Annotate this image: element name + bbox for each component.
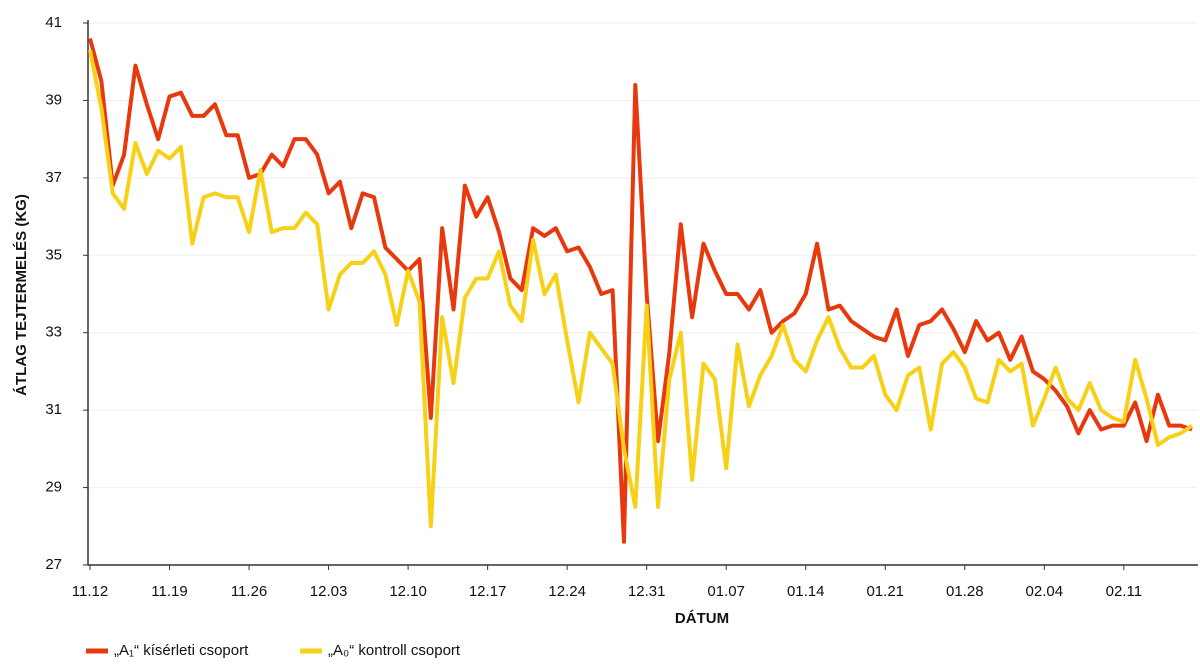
x-tick-label: 11.26 [231,583,267,600]
x-tick-label: 12.17 [469,583,507,600]
y-tick-label: 31 [45,401,62,418]
y-tick-label: 35 [45,246,62,263]
x-tick-label: 12.31 [628,583,666,600]
x-tick-label: 12.10 [389,583,427,600]
series-line [88,49,1194,529]
y-tick-label: 41 [45,14,62,31]
x-tick-label: 12.03 [310,583,348,600]
series-line [88,37,1193,544]
x-tick-label: 01.07 [707,583,745,600]
y-tick-label: 29 [45,479,62,496]
x-tick-label: 11.12 [72,583,108,600]
y-tick-label: 39 [45,91,62,108]
y-tick-label: 27 [45,556,62,573]
x-tick-label: 01.28 [946,583,984,600]
x-tick-label: 12.24 [548,583,586,600]
x-tick-label: 01.21 [866,583,904,600]
y-tick-label: 33 [45,324,62,341]
legend-label: „A₀“ kontroll csoport [328,642,461,659]
x-tick-label: 11.19 [151,583,187,600]
y-tick-label: 37 [45,169,62,186]
x-tick-label: 02.04 [1026,583,1064,600]
x-tick-label: 02.11 [1106,583,1142,600]
y-axis-label: ÁTLAG TEJTERMELÉS (KG) [13,194,30,396]
x-tick-label: 01.14 [787,583,825,600]
x-axis-label: DÁTUM [675,610,729,627]
legend-label: „A₁“ kísérleti csoport [114,642,249,659]
